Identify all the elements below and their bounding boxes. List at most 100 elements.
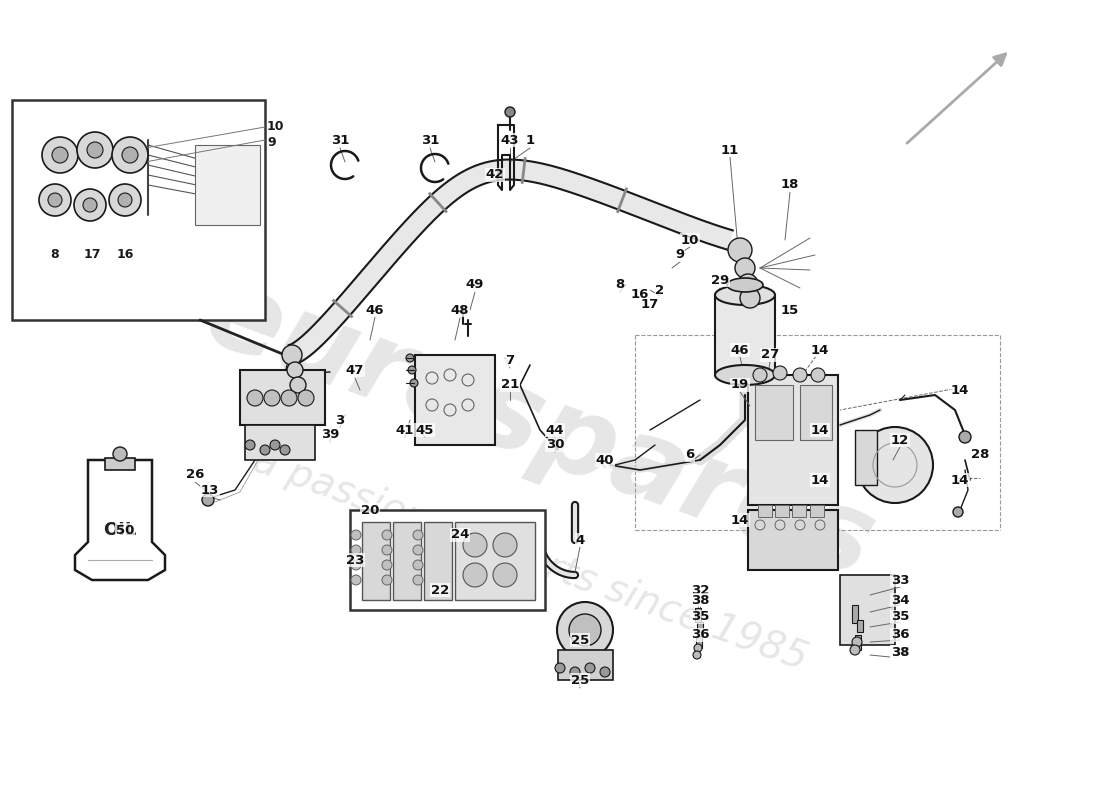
- Bar: [748, 375, 838, 505]
- Circle shape: [382, 575, 392, 585]
- Text: 35: 35: [691, 610, 710, 623]
- Bar: [792, 505, 806, 517]
- Circle shape: [118, 193, 132, 207]
- Bar: [755, 385, 793, 440]
- Bar: [696, 636, 702, 648]
- Bar: [697, 622, 703, 632]
- Bar: [362, 522, 390, 600]
- Bar: [800, 385, 832, 440]
- Circle shape: [493, 563, 517, 587]
- Circle shape: [412, 530, 424, 540]
- Circle shape: [87, 142, 103, 158]
- Circle shape: [282, 345, 303, 365]
- Bar: [350, 510, 544, 610]
- Circle shape: [793, 368, 807, 382]
- Polygon shape: [288, 159, 733, 365]
- Text: 48: 48: [451, 303, 470, 317]
- Bar: [12, 100, 265, 320]
- Text: 42: 42: [486, 169, 504, 182]
- Circle shape: [109, 184, 141, 216]
- Circle shape: [408, 366, 416, 374]
- Text: 27: 27: [761, 349, 779, 362]
- Text: 28: 28: [971, 449, 989, 462]
- Circle shape: [42, 137, 78, 173]
- Circle shape: [202, 494, 215, 506]
- Circle shape: [39, 184, 72, 216]
- Text: 36: 36: [891, 629, 910, 642]
- Polygon shape: [75, 460, 165, 580]
- Bar: [840, 575, 895, 645]
- Circle shape: [850, 645, 860, 655]
- Bar: [748, 510, 838, 570]
- Bar: [104, 458, 135, 470]
- Text: OIL: OIL: [103, 521, 136, 539]
- Text: 36: 36: [691, 629, 710, 642]
- Bar: [558, 650, 613, 680]
- Circle shape: [852, 637, 862, 647]
- Bar: [715, 295, 775, 375]
- Text: 38: 38: [891, 646, 910, 658]
- Text: 17: 17: [84, 249, 101, 262]
- Text: 4: 4: [575, 534, 584, 546]
- Text: 7: 7: [505, 354, 515, 366]
- Circle shape: [735, 258, 755, 278]
- Circle shape: [52, 147, 68, 163]
- Circle shape: [600, 667, 610, 677]
- Text: 9: 9: [267, 135, 276, 149]
- Circle shape: [298, 390, 314, 406]
- Circle shape: [270, 440, 280, 450]
- Text: 15: 15: [781, 303, 799, 317]
- Text: 16: 16: [630, 289, 649, 302]
- Text: 35: 35: [891, 610, 910, 623]
- Bar: [810, 505, 824, 517]
- Text: 29: 29: [711, 274, 729, 286]
- Text: 13: 13: [201, 483, 219, 497]
- Text: 26: 26: [186, 469, 205, 482]
- Bar: [424, 522, 452, 600]
- Circle shape: [280, 390, 297, 406]
- Bar: [393, 522, 421, 600]
- Text: 25: 25: [571, 674, 590, 686]
- Circle shape: [351, 530, 361, 540]
- Bar: [195, 145, 260, 225]
- Circle shape: [412, 560, 424, 570]
- Circle shape: [280, 445, 290, 455]
- Circle shape: [82, 198, 97, 212]
- Text: 9: 9: [675, 249, 684, 262]
- Text: 14: 14: [950, 474, 969, 486]
- Circle shape: [74, 189, 106, 221]
- Circle shape: [248, 390, 263, 406]
- Text: eurospares: eurospares: [191, 259, 889, 601]
- Text: 1: 1: [526, 134, 535, 146]
- Bar: [415, 355, 495, 445]
- Text: 12: 12: [891, 434, 909, 446]
- Text: 8: 8: [615, 278, 625, 291]
- Text: 6: 6: [685, 449, 694, 462]
- Text: 22: 22: [431, 583, 449, 597]
- Text: 14: 14: [950, 383, 969, 397]
- Circle shape: [959, 431, 971, 443]
- Circle shape: [410, 379, 418, 387]
- Text: 23: 23: [345, 554, 364, 566]
- Bar: [776, 505, 789, 517]
- Text: 46: 46: [730, 343, 749, 357]
- Circle shape: [412, 545, 424, 555]
- Text: 44: 44: [546, 423, 564, 437]
- Text: 24: 24: [451, 529, 470, 542]
- Text: 33: 33: [891, 574, 910, 586]
- Text: 47: 47: [345, 363, 364, 377]
- Text: 11: 11: [720, 143, 739, 157]
- Circle shape: [557, 602, 613, 658]
- Circle shape: [113, 447, 127, 461]
- Circle shape: [260, 445, 270, 455]
- Bar: [245, 425, 315, 460]
- Circle shape: [953, 507, 962, 517]
- Text: 14: 14: [730, 514, 749, 526]
- Text: 31: 31: [331, 134, 349, 146]
- Text: 43: 43: [500, 134, 519, 146]
- Text: 46: 46: [365, 303, 384, 317]
- Ellipse shape: [715, 365, 775, 385]
- Circle shape: [122, 147, 138, 163]
- Circle shape: [694, 644, 702, 652]
- Ellipse shape: [715, 285, 775, 305]
